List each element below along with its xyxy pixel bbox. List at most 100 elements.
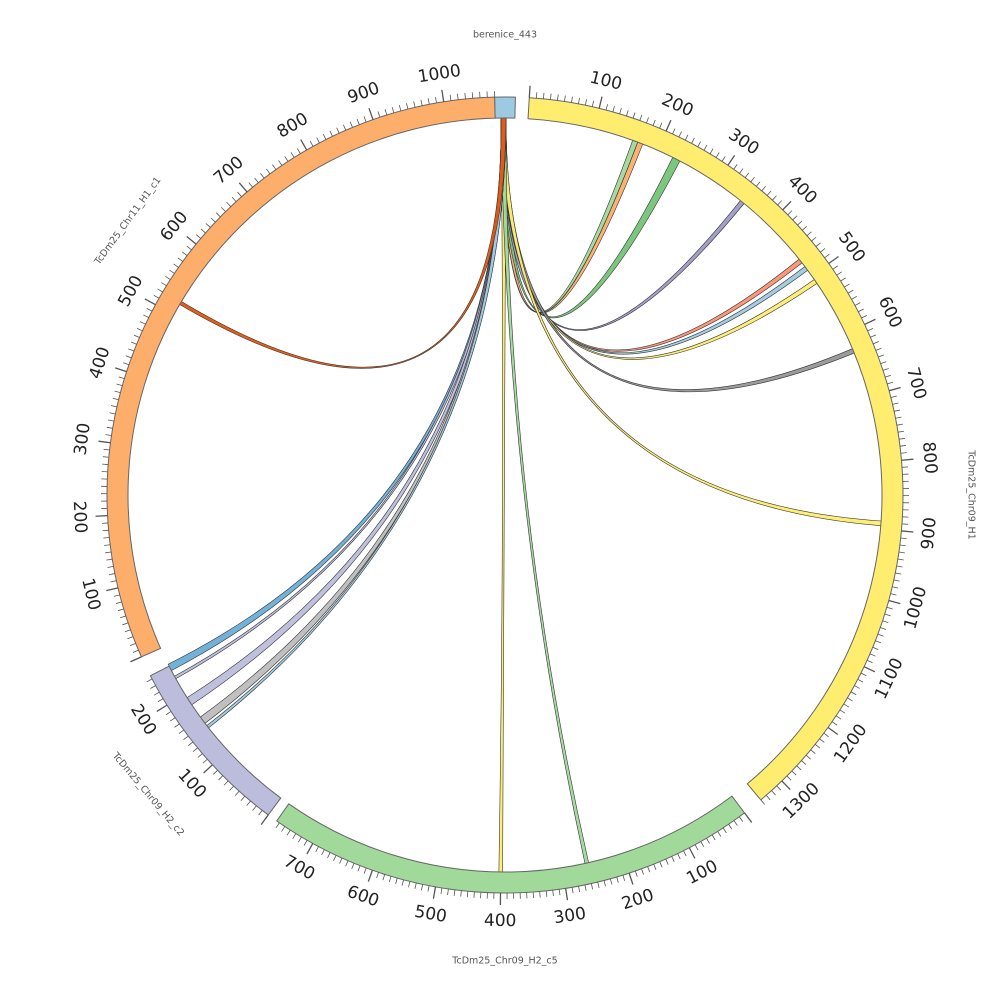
minor-tick bbox=[900, 452, 907, 454]
minor-tick bbox=[665, 858, 669, 865]
minor-tick bbox=[117, 608, 124, 612]
minor-tick bbox=[453, 889, 456, 896]
minor-tick bbox=[801, 226, 808, 231]
minor-tick bbox=[900, 537, 907, 540]
minor-tick bbox=[376, 872, 379, 879]
minor-tick bbox=[103, 537, 110, 539]
minor-tick bbox=[150, 685, 156, 689]
minor-tick bbox=[722, 827, 727, 834]
minor-tick bbox=[183, 735, 189, 740]
tick-label: 1200 bbox=[830, 720, 872, 767]
major-tick bbox=[744, 812, 753, 823]
minor-tick bbox=[298, 836, 302, 843]
minor-tick bbox=[840, 277, 846, 282]
minor-tick bbox=[824, 253, 830, 259]
minor-tick bbox=[847, 697, 853, 702]
major-tick bbox=[598, 96, 603, 109]
minor-tick bbox=[460, 890, 462, 897]
minor-tick bbox=[647, 866, 651, 873]
minor-tick bbox=[652, 119, 656, 126]
minor-tick bbox=[258, 810, 263, 816]
minor-tick bbox=[252, 805, 257, 811]
tick-label: 600 bbox=[874, 293, 906, 331]
major-tick bbox=[827, 726, 839, 736]
minor-tick bbox=[178, 729, 185, 734]
tick-label: 100 bbox=[588, 68, 624, 95]
minor-tick bbox=[266, 168, 271, 175]
minor-tick bbox=[435, 96, 437, 104]
minor-tick bbox=[578, 97, 580, 104]
minor-tick bbox=[706, 838, 710, 844]
minor-tick bbox=[169, 269, 175, 274]
minor-tick bbox=[106, 426, 113, 429]
minor-tick bbox=[835, 715, 842, 720]
tick-label: 700 bbox=[902, 365, 930, 402]
minor-tick bbox=[123, 362, 130, 366]
minor-tick bbox=[801, 760, 807, 765]
minor-tick bbox=[296, 148, 301, 154]
minor-tick bbox=[102, 529, 109, 532]
minor-tick bbox=[240, 795, 246, 801]
major-tick bbox=[441, 89, 445, 102]
minor-tick bbox=[683, 850, 687, 857]
segment-label-c5: TcDm25_Chr09_H2_c5 bbox=[451, 956, 557, 967]
minor-tick bbox=[814, 744, 821, 749]
minor-tick bbox=[728, 824, 733, 830]
minor-tick bbox=[104, 544, 111, 546]
minor-tick bbox=[545, 890, 548, 897]
minor-tick bbox=[898, 551, 905, 554]
minor-tick bbox=[899, 544, 906, 547]
minor-tick bbox=[130, 341, 137, 345]
minor-tick bbox=[106, 558, 113, 561]
minor-tick bbox=[861, 315, 868, 319]
minor-tick bbox=[110, 580, 117, 583]
minor-tick bbox=[124, 629, 131, 633]
minor-tick bbox=[102, 456, 109, 458]
minor-tick bbox=[440, 887, 443, 894]
minor-tick bbox=[272, 164, 277, 170]
minor-tick bbox=[892, 402, 899, 405]
minor-tick bbox=[223, 780, 229, 786]
minor-tick bbox=[226, 201, 232, 207]
major-tick bbox=[888, 386, 901, 392]
minor-tick bbox=[231, 196, 237, 202]
tick-label: 200 bbox=[619, 885, 656, 914]
minor-tick bbox=[805, 754, 811, 760]
minor-tick bbox=[356, 118, 360, 125]
minor-tick bbox=[678, 131, 682, 138]
minor-tick bbox=[447, 888, 449, 895]
minor-tick bbox=[165, 711, 172, 716]
minor-tick bbox=[109, 412, 116, 415]
major-tick bbox=[106, 587, 119, 592]
minor-tick bbox=[195, 234, 201, 239]
minor-tick bbox=[836, 271, 842, 276]
minor-tick bbox=[108, 573, 115, 576]
minor-tick bbox=[192, 747, 198, 752]
minor-tick bbox=[854, 302, 861, 306]
minor-tick bbox=[776, 785, 782, 791]
minor-tick bbox=[398, 104, 402, 111]
major-tick bbox=[432, 886, 437, 899]
minor-tick bbox=[122, 622, 129, 626]
minor-tick bbox=[286, 829, 291, 836]
minor-tick bbox=[684, 134, 689, 141]
tick-label: 800 bbox=[274, 109, 312, 143]
minor-tick bbox=[205, 223, 211, 228]
major-tick bbox=[144, 298, 156, 306]
segment-label-c2: TcDm25_Chr09_H2_c2 bbox=[109, 750, 186, 839]
minor-tick bbox=[169, 717, 176, 722]
minor-tick bbox=[847, 289, 854, 294]
minor-tick bbox=[153, 691, 160, 696]
minor-tick bbox=[316, 137, 320, 144]
segment-c5 bbox=[276, 795, 746, 894]
minor-tick bbox=[811, 236, 817, 242]
minor-tick bbox=[880, 361, 887, 365]
minor-tick bbox=[105, 434, 112, 436]
minor-tick bbox=[303, 840, 308, 846]
minor-tick bbox=[890, 593, 897, 596]
minor-tick bbox=[254, 177, 259, 183]
minor-tick bbox=[464, 92, 466, 100]
minor-tick bbox=[139, 321, 146, 325]
tick-label: 300 bbox=[552, 904, 587, 929]
minor-tick bbox=[391, 106, 395, 113]
